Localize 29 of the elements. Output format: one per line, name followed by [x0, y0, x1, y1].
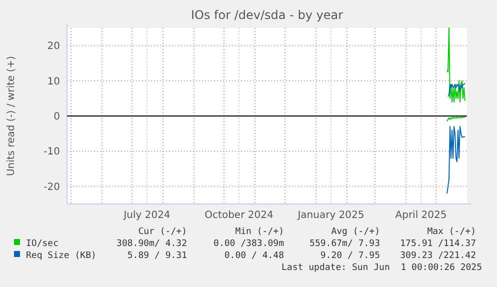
text: Max (-/+): [427, 227, 476, 237]
y-tick-label: 20: [47, 41, 60, 52]
text: Min (-/+): [235, 227, 284, 237]
text: 9.20 / 7.95: [320, 251, 380, 261]
legend-label: Req Size (KB): [26, 251, 96, 261]
text: Last update: Sun Jun 1 00:00:26 2025: [282, 263, 482, 273]
y-tick-label: -20: [44, 182, 60, 193]
x-tick-label: July 2024: [122, 210, 170, 221]
y-tick-label: 0: [54, 112, 60, 122]
text: Cur (-/+): [138, 227, 187, 237]
text: 309.23 /221.42: [400, 251, 476, 261]
x-tick-label: October 2024: [204, 210, 274, 221]
text: 175.91 /114.37: [400, 239, 476, 249]
text: 308.90m/ 4.32: [116, 239, 187, 249]
line-series: [448, 82, 466, 98]
text: 0.00 /383.09m: [214, 239, 284, 249]
text: 559.67m/ 7.93: [310, 239, 380, 249]
text: 0.00 / 4.48: [224, 251, 284, 261]
text: Avg (-/+): [331, 227, 380, 237]
y-tick-label: -10: [44, 146, 60, 158]
text: 5.89 / 9.31: [127, 251, 187, 261]
chart-title: IOs for /dev/sda - by year: [190, 8, 344, 22]
legend-label: IO/sec: [26, 239, 59, 249]
x-tick-label: April 2025: [395, 210, 447, 221]
line-series: [446, 28, 466, 102]
line-series: [446, 126, 466, 194]
y-tick-label: 10: [47, 76, 60, 88]
x-tick-label: January 2025: [296, 210, 364, 221]
y-axis-title: Units read (-) / write (+): [6, 56, 17, 176]
